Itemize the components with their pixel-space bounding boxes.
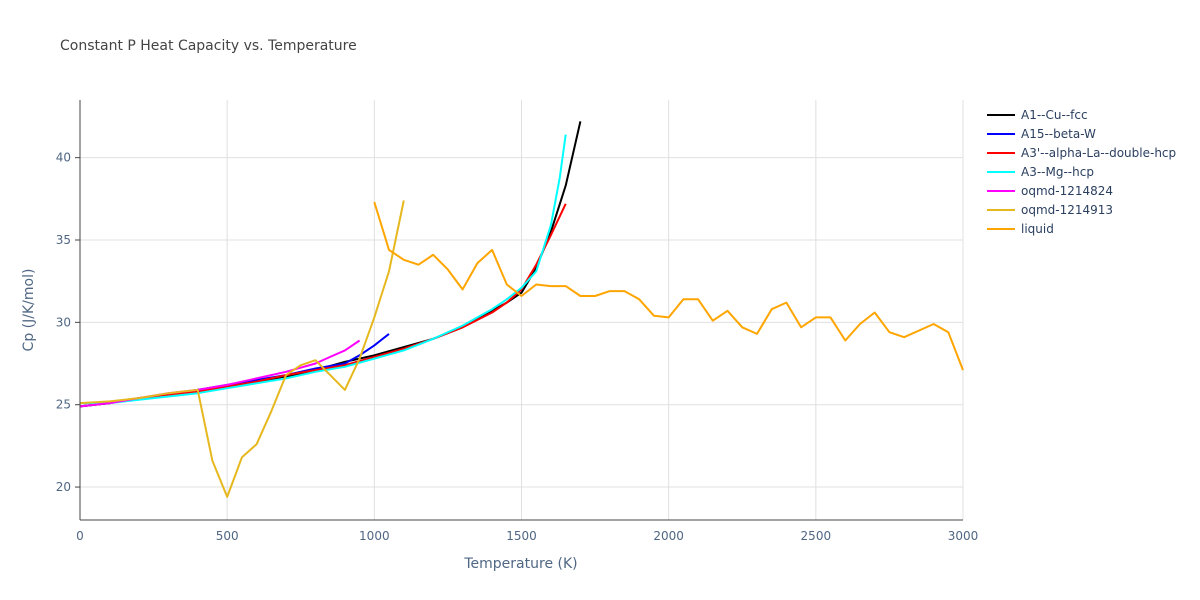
legend-label: A3'--alpha-La--double-hcp [1021, 146, 1176, 160]
legend-item-a1-cu-fcc[interactable]: A1--Cu--fcc [987, 108, 1088, 122]
series-line-a1-cu-fcc [79, 121, 582, 408]
legend-item-liquid[interactable]: liquid [987, 222, 1054, 236]
plot-area [79, 121, 964, 498]
x-axis-title: Temperature (K) [463, 556, 577, 572]
legend-label: oqmd-1214913 [1021, 203, 1113, 217]
x-tick-label: 1000 [359, 529, 390, 543]
tick-labels: 0 500 1000 1500 2000 2500 3000 20 25 30 35 40 [56, 151, 979, 543]
legend-label: oqmd-1214824 [1021, 184, 1113, 198]
x-tick-label: 3000 [948, 529, 979, 543]
y-tick-label: 40 [56, 151, 71, 165]
series-line-a15-beta-w [79, 333, 390, 408]
legend: A1--Cu--fcc A15--beta-W A3'--alpha-La--dou… [987, 108, 1176, 236]
y-axis-title: Cp (J/K/mol) [21, 269, 37, 352]
legend-item-oqmd-1214824[interactable]: oqmd-1214824 [987, 184, 1113, 198]
x-tick-label: 2500 [801, 529, 832, 543]
x-tick-label: 1500 [506, 529, 537, 543]
chart-title: Constant P Heat Capacity vs. Temperature [60, 38, 357, 54]
axes [75, 100, 963, 521]
x-tick-label: 2000 [653, 529, 684, 543]
legend-label: A3--Mg--hcp [1021, 165, 1094, 179]
legend-item-a3-mg-hcp[interactable]: A3--Mg--hcp [987, 165, 1094, 179]
y-tick-label: 30 [56, 315, 71, 329]
legend-item-a15-beta-w[interactable]: A15--beta-W [987, 127, 1096, 141]
legend-item-oqmd-1214913[interactable]: oqmd-1214913 [987, 203, 1113, 217]
y-tick-label: 25 [56, 398, 71, 412]
grid [80, 100, 964, 520]
series-line-a3-mg-hcp [80, 134, 567, 405]
legend-label: liquid [1021, 222, 1054, 236]
legend-label: A1--Cu--fcc [1021, 108, 1088, 122]
legend-item-a3-alpha-la-double-hcp[interactable]: A3'--alpha-La--double-hcp [987, 146, 1176, 160]
y-tick-label: 20 [56, 480, 71, 494]
legend-label: A15--beta-W [1021, 127, 1096, 141]
series-line-oqmd-1214913 [79, 200, 405, 498]
series-line-liquid [373, 201, 964, 371]
series-line-a3-alpha-la-double-hcp [79, 203, 567, 408]
x-tick-label: 500 [216, 529, 239, 543]
y-tick-label: 35 [56, 233, 71, 247]
series-line-oqmd-1214824 [79, 339, 361, 408]
x-tick-label: 0 [76, 529, 84, 543]
